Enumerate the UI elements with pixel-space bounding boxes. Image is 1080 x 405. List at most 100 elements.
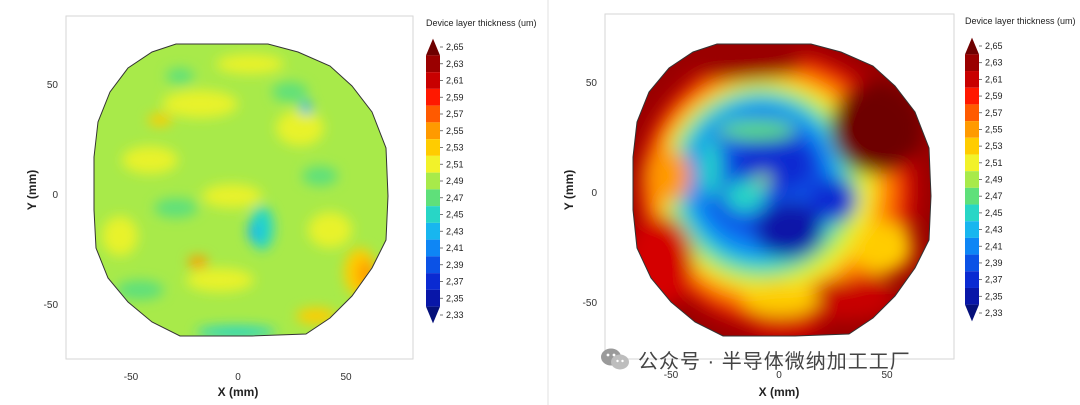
x-axis-title: X (mm) [759, 385, 800, 399]
x-tick-label: 0 [235, 372, 241, 383]
y-tick-label: -50 [44, 300, 59, 311]
colorbar-title: Device layer thickness (um) [965, 16, 1076, 26]
y-tick-label: 0 [52, 190, 58, 201]
colorbar-swatch [426, 55, 440, 73]
colorbar-label: 2,63 [446, 59, 464, 69]
colorbar-label: 2,61 [985, 74, 1003, 84]
colorbar-swatch [965, 54, 979, 72]
colorbar-swatch [965, 37, 979, 55]
wafer-outline [632, 43, 932, 337]
colorbar-swatch [426, 72, 440, 89]
colorbar-swatch [965, 304, 979, 322]
wafer-outline [93, 43, 389, 337]
wafer-map-left-panel: X (mm) Y (mm) -50 0 50 50 0 -50 Device l… [25, 15, 537, 399]
colorbar-swatch [426, 189, 440, 207]
colorbar-swatch [965, 71, 979, 88]
x-tick-label: 0 [776, 370, 782, 381]
colorbar-title: Device layer thickness (um) [426, 18, 537, 28]
colorbar-label: 2,35 [446, 293, 464, 303]
colorbar-swatch [965, 254, 979, 272]
wafer-heatmap [633, 44, 931, 336]
colorbar-label: 2,45 [446, 210, 464, 220]
colorbar-label: 2,49 [446, 176, 464, 186]
x-tick-label: 50 [881, 370, 893, 381]
colorbar-label: 2,51 [985, 158, 1003, 168]
watermark-text: 公众号 · 半导体微纳加工工厂 [638, 350, 911, 373]
colorbar-swatch [965, 271, 979, 288]
colorbar-label: 2,53 [446, 143, 464, 153]
wechat-icon [600, 346, 630, 372]
colorbar-swatch [426, 122, 440, 140]
colorbar-label: 2,59 [985, 91, 1003, 101]
colorbar-label: 2,63 [985, 58, 1003, 68]
y-tick-label: -50 [583, 298, 598, 309]
colorbar-label: 2,47 [985, 191, 1003, 201]
colorbar-label: 2,39 [446, 260, 464, 270]
thickness-variation-blobs [102, 54, 376, 336]
colorbar-swatch [426, 306, 440, 324]
colorbar-swatch [965, 104, 979, 122]
y-tick-label: 50 [47, 80, 59, 91]
colorbar-swatch [965, 221, 979, 238]
y-axis-title: Y (mm) [562, 170, 576, 210]
wafer-map-right-panel: X (mm) Y (mm) -50 0 50 50 0 -50 Device l… [549, 0, 1080, 405]
colorbar-label: 2,43 [446, 226, 464, 236]
colorbar-swatch [965, 204, 979, 222]
colorbar-label: 2,35 [985, 291, 1003, 301]
x-tick-label: 50 [340, 372, 352, 383]
y-tick-label: 50 [586, 78, 598, 89]
colorbar-label: 2,65 [446, 42, 464, 52]
colorbar-swatch [965, 137, 979, 155]
colorbar-label: 2,33 [985, 308, 1003, 318]
colorbar: 2,65 2,63 2,61 2,59 2,57 2,55 2,53 2,51 2,49 2,47… [426, 38, 464, 324]
colorbar-label: 2,45 [985, 208, 1003, 218]
wafer-map-right: X (mm) Y (mm) -50 0 50 50 0 -50 Device l… [562, 13, 1076, 399]
colorbar-label: 2,41 [985, 241, 1003, 251]
colorbar-label: 2,51 [446, 159, 464, 169]
colorbar-swatch [965, 287, 979, 305]
thickness-contour-bands [633, 44, 923, 336]
colorbar-label: 2,47 [446, 193, 464, 203]
colorbar-label: 2,65 [985, 41, 1003, 51]
colorbar-label: 2,57 [446, 109, 464, 119]
colorbar-swatch [426, 172, 440, 190]
wafer-map-left: X (mm) Y (mm) -50 0 50 50 0 -50 Device l… [25, 15, 537, 399]
colorbar: 2,65 2,63 2,61 2,59 2,57 2,55 2,53 2,51 2,49 2,47… [965, 37, 1003, 322]
colorbar-label: 2,43 [985, 225, 1003, 235]
colorbar-label: 2,49 [985, 175, 1003, 185]
colorbar-label: 2,41 [446, 243, 464, 253]
colorbar-swatch [426, 206, 440, 223]
colorbar-swatch [965, 187, 979, 205]
colorbar-label: 2,57 [985, 108, 1003, 118]
colorbar-label: 2,37 [985, 275, 1003, 285]
y-axis-title: Y (mm) [25, 170, 39, 210]
x-axis-title: X (mm) [218, 385, 259, 399]
colorbar-label: 2,39 [985, 258, 1003, 268]
colorbar-label: 2,55 [446, 126, 464, 136]
colorbar-swatch [426, 289, 440, 307]
watermark: 公众号 · 半导体微纳加工工厂 [600, 344, 911, 374]
colorbar-swatch [426, 239, 440, 257]
y-tick-label: 0 [591, 188, 597, 199]
x-tick-label: -50 [124, 372, 139, 383]
colorbar-label: 2,55 [985, 124, 1003, 134]
colorbar-swatch [965, 121, 979, 138]
colorbar-swatch [426, 38, 440, 56]
wafer-heatmap [94, 44, 388, 336]
colorbar-swatch [965, 154, 979, 172]
colorbar-swatch [965, 237, 979, 255]
colorbar-swatch [426, 273, 440, 290]
plot-frame [65, 15, 414, 360]
colorbar-label: 2,61 [446, 76, 464, 86]
colorbar-label: 2,53 [985, 141, 1003, 151]
colorbar-swatch [426, 256, 440, 274]
colorbar-swatch [426, 88, 440, 106]
colorbar-swatch [426, 105, 440, 123]
colorbar-label: 2,37 [446, 277, 464, 287]
panel-divider [547, 0, 550, 405]
colorbar-label: 2,59 [446, 92, 464, 102]
colorbar-label: 2,33 [446, 310, 464, 320]
plot-frame [604, 13, 955, 360]
x-tick-label: -50 [664, 370, 679, 381]
colorbar-swatch [426, 155, 440, 173]
